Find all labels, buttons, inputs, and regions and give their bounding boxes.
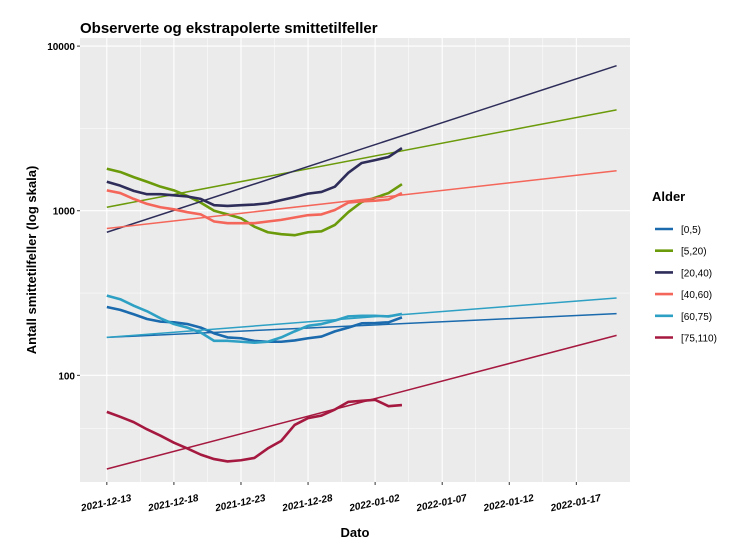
x-tick-label: 2021-12-13 bbox=[79, 493, 133, 515]
chart-title: Observerte og ekstrapolerte smittetilfel… bbox=[80, 20, 378, 37]
x-tick-label: 2022-01-02 bbox=[347, 493, 401, 515]
trend-line bbox=[106, 169, 617, 230]
legend-label: [5,20) bbox=[681, 247, 707, 258]
panel bbox=[80, 38, 630, 482]
legend-label: [20,40) bbox=[681, 268, 712, 279]
legend-title: Alder bbox=[652, 189, 685, 204]
observed-line bbox=[106, 167, 403, 237]
trend-line bbox=[106, 109, 617, 208]
x-tick-label: 2021-12-28 bbox=[280, 493, 334, 515]
x-tick-label: 2022-01-17 bbox=[549, 493, 603, 515]
observed-line bbox=[106, 294, 403, 344]
x-tick-label: 2022-01-07 bbox=[415, 493, 469, 515]
trend-line bbox=[106, 312, 617, 339]
x-tick-label: 2021-12-23 bbox=[213, 493, 267, 515]
y-tick-label: 1000 bbox=[53, 207, 76, 218]
observed-line bbox=[106, 305, 403, 344]
trend-line bbox=[106, 65, 617, 233]
legend-label: [60,75) bbox=[681, 312, 712, 323]
x-tick-label: 2022-01-12 bbox=[482, 493, 536, 515]
x-tick-label: 2021-12-18 bbox=[146, 493, 200, 515]
observed-line bbox=[106, 147, 403, 208]
legend-label: [0,5) bbox=[681, 225, 701, 236]
legend-label: [75,110) bbox=[681, 334, 717, 345]
observed-line bbox=[106, 189, 403, 225]
x-axis-label: Dato bbox=[341, 525, 370, 540]
observed-line bbox=[106, 398, 403, 463]
y-axis-label: Antall smittetilfeller (log skala) bbox=[24, 166, 39, 355]
y-tick-label: 100 bbox=[58, 371, 75, 382]
trend-line bbox=[106, 297, 617, 339]
y-tick-label: 10000 bbox=[47, 42, 75, 53]
legend-label: [40,60) bbox=[681, 290, 712, 301]
